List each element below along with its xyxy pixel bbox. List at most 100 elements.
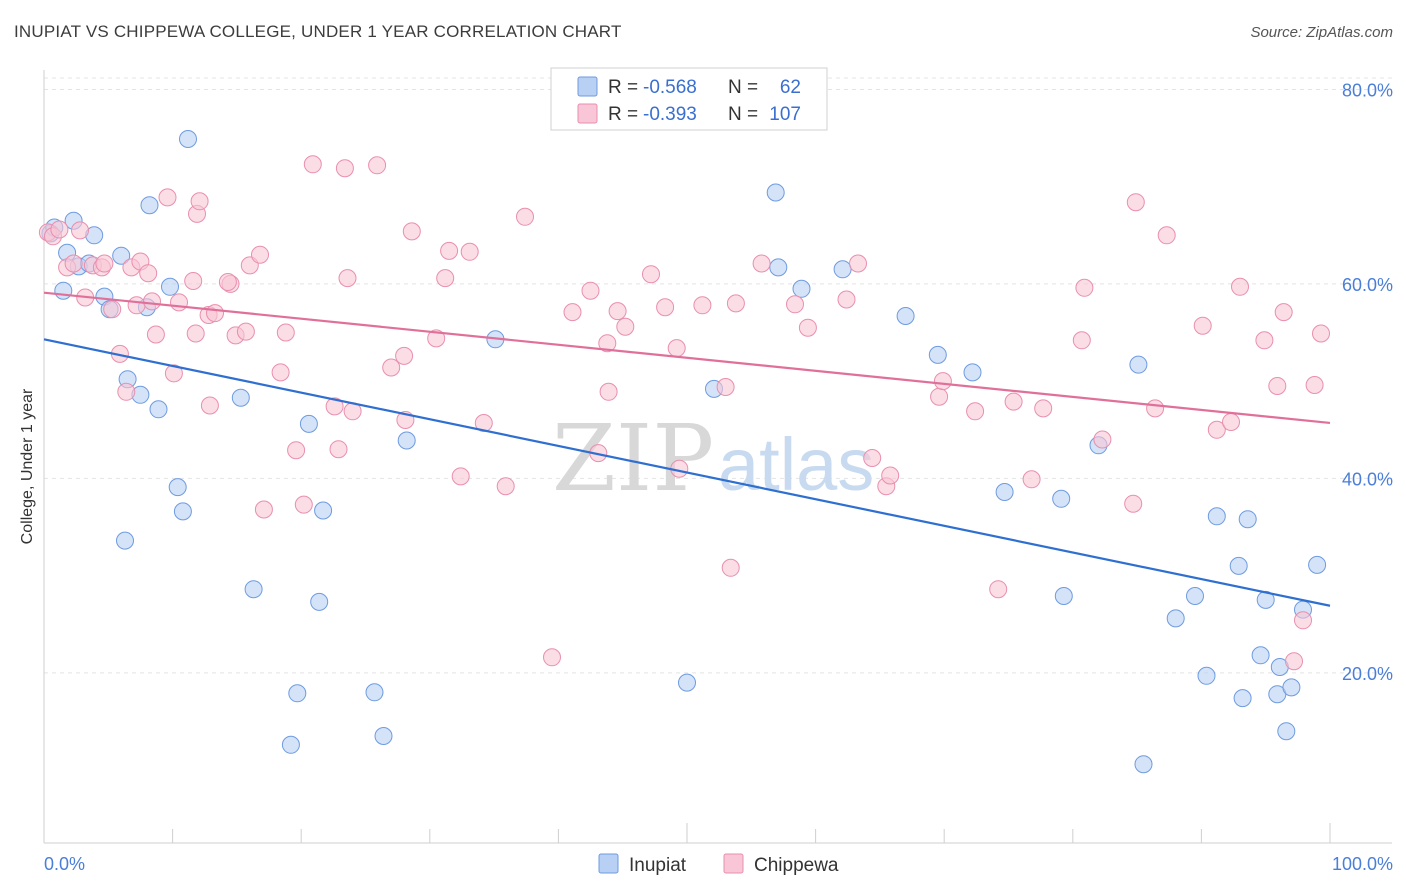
- legend-swatch-inupiat: [577, 76, 598, 97]
- chippewa-point-84: [933, 372, 952, 391]
- inupiat-point-48: [1197, 666, 1216, 685]
- chippewa-point-78: [837, 290, 856, 309]
- inupiat-point-36: [792, 279, 811, 298]
- chippewa-point-85: [966, 402, 985, 421]
- chippewa-point-65: [608, 302, 627, 321]
- inupiat-point-20: [116, 531, 134, 550]
- x-tick-labels: 0.0% 100.0%: [44, 854, 1393, 874]
- inupiat-point-61: [833, 260, 852, 279]
- inupiat-point-27: [314, 501, 333, 520]
- trend-lines: [43, 291, 1331, 607]
- chippewa-point-27: [200, 396, 219, 415]
- chippewa-point-96: [1157, 226, 1176, 245]
- inupiat-point-16: [161, 277, 179, 296]
- bottom-legend-swatch-chippewa: [723, 853, 744, 874]
- chippewa-point-86: [989, 580, 1008, 599]
- inupiat-point-29: [374, 727, 393, 745]
- chippewa-point-97: [1193, 316, 1212, 335]
- inupiat-point-47: [1186, 587, 1204, 605]
- chippewa-point-17: [143, 292, 161, 311]
- chippewa-point-99: [1222, 413, 1240, 431]
- chippewa-point-67: [642, 265, 660, 284]
- inupiat-point-57: [1277, 722, 1296, 741]
- chippewa-trend-line: [43, 291, 1331, 425]
- chippewa-point-38: [287, 441, 306, 460]
- chippewa-point-74: [726, 294, 745, 313]
- chippewa-point-55: [460, 242, 479, 261]
- inupiat-point-22: [244, 580, 263, 599]
- chippewa-point-36: [271, 363, 290, 382]
- chippewa-point-41: [325, 397, 344, 416]
- chippewa-point-59: [543, 648, 561, 667]
- chippewa-point-66: [616, 317, 635, 336]
- chippewa-point-9: [95, 254, 114, 273]
- x-tick-label-100: 100.0%: [1332, 854, 1393, 874]
- chippewa-point-53: [440, 241, 459, 260]
- x-tick-label-0: 0.0%: [44, 854, 85, 874]
- bottom-legend-label-chippewa: Chippewa: [754, 855, 839, 876]
- chippewa-point-75: [752, 254, 771, 273]
- chippewa-point-10: [103, 300, 122, 319]
- chippewa-point-107: [1312, 324, 1330, 343]
- bottom-legend-label-inupiat: Inupiat: [629, 855, 687, 876]
- gridlines: [44, 77, 1392, 674]
- chippewa-point-76: [786, 295, 804, 314]
- inupiat-point-52: [1238, 510, 1257, 529]
- chippewa-point-93: [1124, 494, 1143, 513]
- chippewa-point-94: [1126, 193, 1145, 212]
- chippewa-point-101: [1255, 331, 1274, 350]
- chippewa-point-37: [276, 323, 295, 342]
- legend-n-label-chippewa: N =: [728, 104, 758, 125]
- chippewa-point-46: [368, 156, 387, 175]
- chippewa-point-88: [1022, 470, 1041, 489]
- chippewa-point-6: [71, 221, 89, 240]
- chippewa-point-69: [667, 339, 686, 358]
- source-label: Source: ZipAtlas.com: [1250, 24, 1393, 41]
- watermark-zip: ZIP: [552, 405, 714, 512]
- inupiat-point-58: [1282, 678, 1301, 697]
- chippewa-point-2: [50, 220, 69, 239]
- inupiat-point-32: [678, 673, 696, 692]
- series-legend: Inupiat Chippewa: [598, 853, 839, 876]
- chippewa-point-83: [930, 387, 949, 406]
- chippewa-point-79: [849, 254, 867, 273]
- chippewa-point-72: [716, 378, 735, 396]
- chippewa-point-98: [1207, 420, 1226, 439]
- chippewa-point-51: [427, 329, 446, 348]
- inupiat-point-46: [1166, 609, 1185, 628]
- inupiat-point-25: [281, 735, 300, 754]
- inupiat-point-15: [149, 400, 168, 419]
- chippewa-point-57: [496, 477, 515, 496]
- y-tick-labels: 20.0% 40.0% 60.0% 80.0%: [1342, 80, 1393, 683]
- chippewa-point-44: [335, 159, 354, 178]
- chippewa-point-18: [146, 325, 165, 344]
- y-tick-label-80: 80.0%: [1342, 80, 1393, 100]
- chippewa-point-58: [516, 207, 534, 226]
- chippewa-point-25: [190, 192, 209, 211]
- chippewa-point-63: [599, 382, 618, 401]
- chippewa-point-19: [158, 188, 177, 207]
- chippewa-point-92: [1093, 430, 1112, 449]
- chippewa-point-20: [164, 364, 183, 383]
- inupiat-point-49: [1207, 507, 1226, 526]
- chippewa-point-43: [338, 269, 357, 288]
- chippewa-point-68: [656, 298, 675, 317]
- chippewa-point-61: [581, 281, 600, 300]
- inupiat-trend-line: [43, 338, 1331, 607]
- watermark: ZIP atlas: [552, 405, 874, 512]
- chippewa-point-34: [251, 245, 269, 264]
- chippewa-point-100: [1231, 277, 1249, 296]
- chippewa-point-54: [451, 467, 470, 486]
- chippewa-point-48: [395, 346, 414, 365]
- chippewa-point-60: [563, 303, 582, 322]
- y-tick-label-60: 60.0%: [1342, 275, 1393, 295]
- inupiat-point-39: [963, 363, 982, 382]
- legend-swatch-chippewa: [577, 103, 598, 124]
- inupiat-point-10: [112, 246, 131, 265]
- inupiat-point-28: [365, 683, 384, 702]
- inupiat-point-26: [310, 592, 329, 611]
- chippewa-point-47: [382, 358, 401, 377]
- inupiat-point-50: [1229, 556, 1248, 575]
- chippewa-point-82: [881, 466, 900, 485]
- legend-n-value-chippewa: 107: [769, 104, 801, 125]
